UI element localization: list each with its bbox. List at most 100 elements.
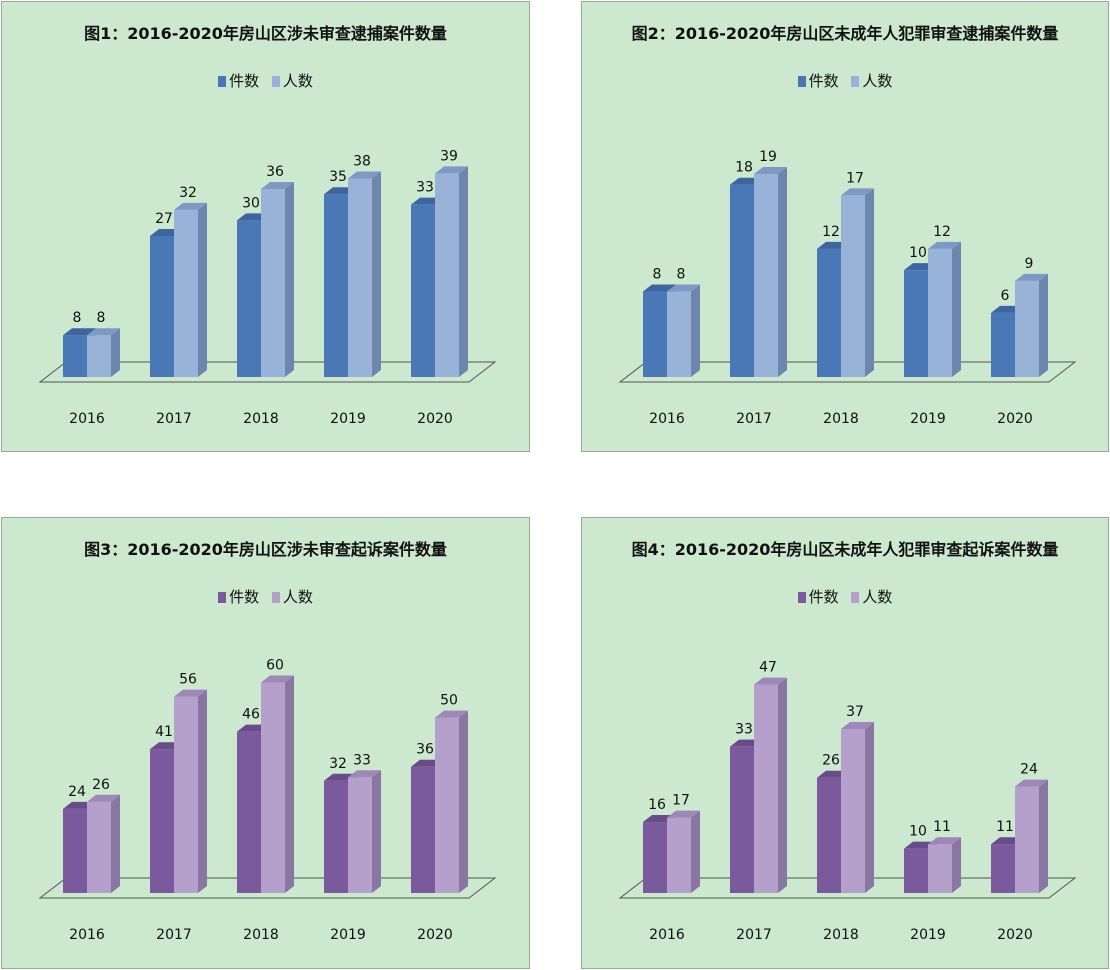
data-label: 33 (416, 180, 434, 196)
data-label: 17 (846, 170, 864, 186)
x-tick-label: 2020 (417, 927, 453, 943)
bar (348, 770, 381, 893)
data-label: 60 (266, 658, 284, 674)
data-label: 10 (909, 245, 927, 261)
bar-top (667, 810, 700, 818)
data-label: 17 (672, 793, 690, 809)
legend-swatch-count (218, 592, 227, 603)
bar-top (174, 202, 207, 210)
legend-swatch-people (851, 76, 860, 87)
chart-floor (618, 877, 1077, 899)
bar-front (928, 248, 952, 377)
bar-top (643, 284, 676, 292)
x-tick-label: 2018 (243, 927, 279, 943)
bar-front (817, 777, 841, 893)
bar-side (865, 188, 874, 377)
bar-top (348, 770, 381, 778)
data-label: 8 (73, 310, 82, 326)
legend-item-count: 件数 (218, 586, 259, 607)
bar (928, 241, 961, 377)
bar-front (87, 801, 111, 893)
data-label: 19 (759, 149, 777, 165)
bar (841, 188, 874, 377)
x-tick-label: 2017 (736, 927, 772, 943)
bar-front (1015, 280, 1039, 377)
bar-side (198, 202, 207, 377)
bar (1015, 273, 1048, 377)
data-label: 12 (933, 224, 951, 240)
x-tick-label: 2020 (997, 927, 1033, 943)
data-label: 38 (353, 154, 371, 170)
data-label: 11 (933, 819, 951, 835)
data-label: 36 (416, 742, 434, 758)
bar-side (459, 166, 468, 377)
bar-front (928, 844, 952, 893)
data-label: 6 (1001, 288, 1010, 304)
chart-panel-4: 16 17 2016 33 47 2017 26 37 2018 10 11 2019 11 24 2020… (581, 517, 1109, 969)
bar-front (87, 335, 111, 377)
chart-panel-3: 24 26 2016 41 56 2017 46 60 2018 32 33 2019 36 50 2020… (1, 517, 530, 969)
data-label: 46 (242, 707, 260, 723)
chart-floor (38, 877, 497, 899)
bar-side (372, 770, 381, 893)
chart-svg-4: 16 17 2016 33 47 2017 26 37 2018 10 11 2019 11 24 2020 (618, 660, 1077, 943)
chart-panel-2: 8 8 2016 18 19 2017 12 17 2018 10 12 2019 6 9 2020 图2：… (581, 1, 1109, 452)
bar-side (778, 167, 787, 377)
bar-side (285, 675, 294, 893)
bar-front (174, 696, 198, 893)
bar-front (991, 844, 1015, 893)
legend-swatch-people (271, 592, 280, 603)
data-label: 26 (822, 753, 840, 769)
x-tick-label: 2019 (910, 411, 946, 427)
bar (174, 689, 207, 893)
data-label: 11 (996, 819, 1014, 835)
bar-front (150, 236, 174, 377)
legend-label-people: 人数 (862, 588, 893, 606)
bar-side (1039, 779, 1048, 893)
bar-front (667, 817, 691, 893)
chart-title: 图1：2016-2020年房山区涉未审查逮捕案件数量 (84, 24, 447, 43)
data-label: 56 (179, 672, 197, 688)
data-label: 8 (97, 310, 106, 326)
bar-side (952, 241, 961, 377)
data-label: 26 (92, 777, 110, 793)
bar-front (411, 204, 435, 377)
bar-top (261, 675, 294, 683)
chart-svg-1: 8 8 2016 27 32 2017 30 36 2018 35 38 2019 33 39 2020 (38, 148, 497, 427)
data-label: 24 (68, 784, 86, 800)
legend-item-people: 人数 (271, 586, 313, 607)
data-label: 37 (846, 704, 864, 720)
data-label: 35 (329, 169, 347, 185)
legend-label-count: 件数 (808, 588, 839, 606)
legend-item-people: 人数 (851, 70, 892, 91)
bar-top (754, 677, 787, 685)
bar-front (1015, 786, 1039, 893)
x-tick-label: 2018 (243, 411, 279, 427)
bar-top (348, 171, 381, 179)
bar-front (754, 684, 778, 893)
bar-top (435, 166, 468, 174)
bar-front (261, 189, 285, 377)
data-label: 27 (155, 211, 173, 227)
bar-side (198, 689, 207, 893)
legend-label-people: 人数 (282, 588, 313, 606)
bar-front (730, 746, 754, 893)
data-label: 10 (909, 824, 927, 840)
legend: 件数 人数 (2, 70, 529, 91)
legend-label-people: 人数 (862, 72, 893, 90)
legend: 件数 人数 (582, 586, 1108, 607)
bar-front (63, 335, 87, 377)
bar-top (841, 188, 874, 196)
bar-front (817, 248, 841, 377)
bar-front (730, 184, 754, 377)
x-tick-label: 2020 (417, 411, 453, 427)
data-label: 33 (353, 752, 371, 768)
legend-label-count: 件数 (808, 72, 839, 90)
data-label: 8 (653, 267, 662, 283)
legend-swatch-people (271, 76, 280, 87)
bar-front (643, 822, 667, 893)
legend: 件数 人数 (582, 70, 1108, 91)
bar-top (261, 182, 294, 189)
legend-label-count: 件数 (229, 72, 260, 90)
bar-front (348, 777, 372, 893)
